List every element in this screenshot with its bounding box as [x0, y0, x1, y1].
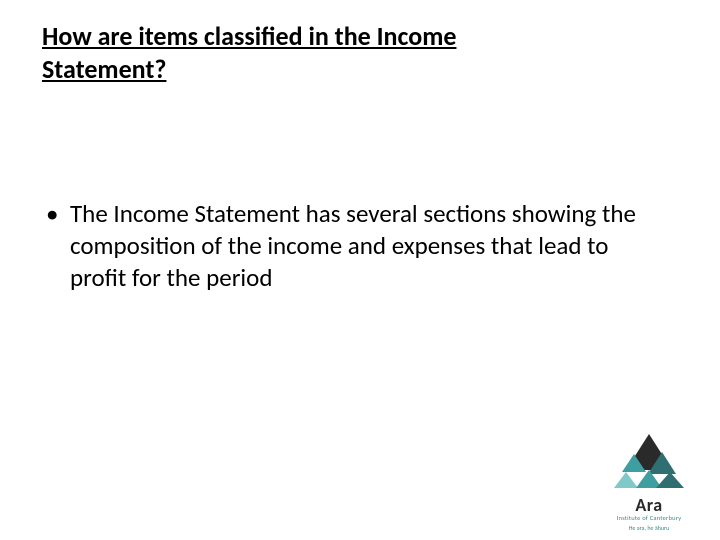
logo-tagline: He ara, he āhuru: [604, 524, 694, 532]
list-item: The Income Statement has several section…: [42, 198, 652, 294]
slide-title: How are items classified in the Income S…: [42, 20, 582, 85]
bullet-list: The Income Statement has several section…: [42, 198, 652, 294]
logo-graphic: [604, 432, 694, 492]
logo-text: Ara Institute of Canterbury He ara, he ā…: [604, 494, 694, 532]
slide: How are items classified in the Income S…: [0, 0, 720, 540]
logo-brand: Ara: [604, 494, 694, 516]
ara-logo: Ara Institute of Canterbury He ara, he ā…: [604, 432, 694, 522]
slide-body: The Income Statement has several section…: [42, 198, 652, 294]
logo-subtitle: Institute of Canterbury: [604, 514, 694, 522]
